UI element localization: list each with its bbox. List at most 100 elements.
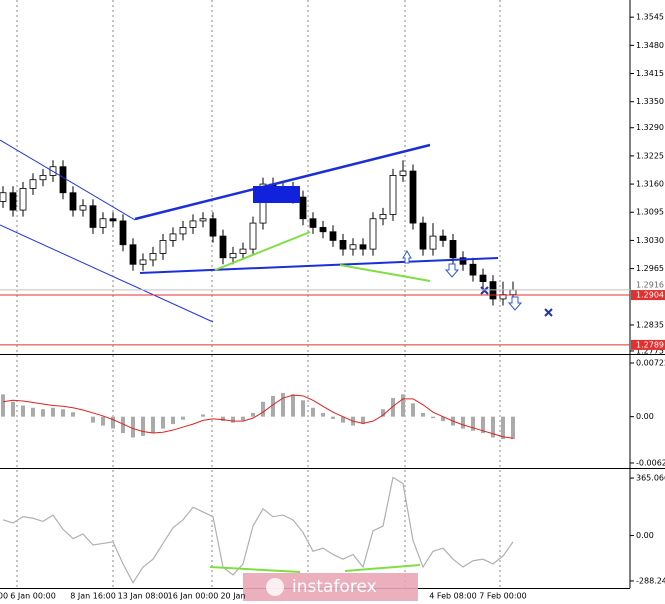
candle-body [389, 174, 397, 215]
candle-body [299, 196, 307, 220]
histogram-bar [11, 401, 15, 417]
indicator-line [2, 476, 514, 584]
y-tick-label: 1.3095 [636, 208, 664, 217]
candle-body [309, 218, 317, 228]
y-tick-label: 1.3290 [636, 123, 664, 132]
candle-body [169, 233, 177, 241]
histogram-bar [471, 416, 475, 431]
histogram-bar [491, 416, 495, 438]
histogram-bar [151, 416, 155, 434]
candle-body [199, 218, 207, 222]
x-tick-label: 20 Jan [220, 592, 245, 601]
x-tick-label: 13 Jan 08:00 [118, 592, 169, 601]
y-tick-label: 1.2965 [636, 264, 664, 273]
candle-body [429, 235, 437, 250]
histogram-bar [301, 400, 305, 417]
level-tag [631, 290, 665, 301]
histogram-bar [21, 405, 25, 417]
candle-body [449, 240, 457, 259]
candle-body [369, 218, 377, 250]
y-tick-label: 0.00722 [636, 358, 665, 367]
histogram-bar [501, 416, 505, 439]
level-label: 1.2904 [636, 291, 664, 300]
x-tick-label: 8 Jan 16:00 [70, 592, 116, 601]
candle-body [129, 244, 137, 265]
y-tick-label: 1.3480 [636, 41, 664, 50]
candle-body [189, 220, 197, 228]
candle-body [239, 248, 247, 254]
histogram-bar [431, 416, 435, 419]
y-tick-label: 0.00 [636, 412, 654, 421]
candle-body [19, 188, 27, 211]
y-tick-label: 1.2775 [636, 346, 664, 355]
histogram-bar [481, 416, 485, 434]
candle-body [0, 192, 7, 202]
histogram-bar [381, 409, 385, 417]
x-tick-label: 7 Feb 00:00 [479, 592, 526, 601]
histogram-bar [361, 416, 365, 425]
candle-body [439, 235, 447, 241]
candle-body [69, 192, 77, 211]
y-tick-label: 1.2835 [636, 320, 664, 329]
candle-body [159, 240, 167, 254]
candle-body [249, 222, 257, 250]
candle-body [149, 253, 157, 261]
histogram-bar [41, 409, 45, 417]
histogram-bar [61, 409, 65, 417]
candle-body [409, 170, 417, 224]
histogram-bar [231, 416, 235, 423]
candle-body [209, 218, 217, 237]
candle-body [179, 227, 187, 235]
y-tick-label: 365.0666 [636, 474, 665, 483]
histogram-bar [161, 416, 165, 429]
histogram-bar [251, 412, 255, 417]
y-tick-label: 0.00 [636, 531, 654, 540]
histogram-bar [271, 395, 275, 417]
histogram-bar [311, 407, 315, 417]
histogram-bar [181, 416, 185, 420]
candle-body [219, 235, 227, 259]
histogram-bar [241, 416, 245, 421]
watermark: instaforex [243, 573, 418, 601]
histogram-bar [281, 392, 285, 417]
candle-body [419, 222, 427, 250]
histogram-bar [91, 416, 95, 423]
candle-body [339, 240, 347, 250]
level-tag [631, 339, 665, 350]
watermark-text: instaforex [292, 577, 377, 597]
candle-body [459, 257, 467, 265]
candle-body [119, 220, 127, 246]
histogram-bar [131, 416, 135, 438]
x-tick-label: 6 Jan 00:00 [10, 592, 56, 601]
histogram-bar [51, 407, 55, 417]
histogram-bar [101, 416, 105, 426]
y-tick-label: 1.3160 [636, 180, 664, 189]
current-price-label: 1.2916 [636, 280, 664, 289]
candle-body [99, 218, 107, 228]
candle-body [319, 227, 327, 233]
histogram-bar [31, 407, 35, 417]
y-tick-label: 1.3030 [636, 236, 664, 245]
time-grid [16, 0, 501, 588]
candle-body [109, 218, 117, 222]
histogram-bar [141, 416, 145, 436]
histogram-bar [261, 401, 265, 417]
histogram-bar [201, 414, 205, 417]
plot-layer [0, 160, 517, 584]
histogram-bar [121, 416, 125, 434]
histogram-bar [291, 394, 295, 417]
x-tick-label: 16 Jan 00:00 [168, 592, 219, 601]
y-tick-label: -288.2424 [636, 576, 665, 585]
level-label: 1.2789 [636, 340, 664, 349]
y-tick-label: 1.3545 [636, 13, 664, 22]
candle-body [359, 244, 367, 250]
candle-body [329, 231, 337, 241]
histogram-bar [461, 416, 465, 429]
candle-body [59, 166, 67, 194]
candle-body [9, 192, 17, 211]
histogram-bar [321, 412, 325, 417]
histogram-bar [511, 416, 515, 439]
candle-body [469, 263, 477, 276]
